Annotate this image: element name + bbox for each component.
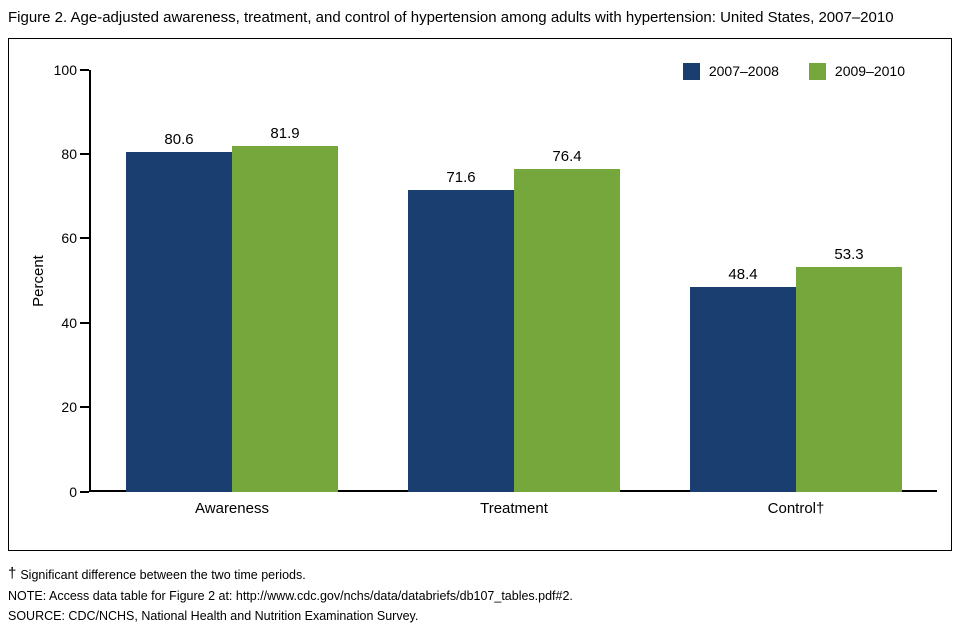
bar-value-label: 48.4	[728, 266, 758, 284]
bar-wrap: 76.4	[514, 70, 620, 492]
bar	[408, 189, 514, 492]
y-tick-mark	[80, 153, 89, 156]
bar	[796, 266, 902, 492]
bar-group: 71.6 76.4	[408, 70, 620, 492]
legend-swatch	[808, 62, 826, 80]
y-tick-mark	[80, 237, 89, 240]
bar-group: 80.6 81.9	[126, 70, 338, 492]
bar-value-label: 80.6	[164, 130, 194, 148]
bar	[126, 151, 232, 492]
y-tick-mark	[80, 406, 89, 409]
bar-group: 48.4 53.3	[690, 70, 902, 492]
bar-groups: 80.6 81.9 71.6 76.4 48.4 53.3	[91, 70, 937, 492]
y-tick-label: 60	[61, 230, 77, 247]
y-tick-label: 0	[69, 483, 77, 500]
legend-item: 2009–2010	[808, 62, 905, 80]
bar-value-label: 76.4	[552, 148, 582, 166]
footnotes: † Significant difference between the two …	[8, 562, 960, 626]
footnote-significance: † Significant difference between the two …	[8, 562, 960, 586]
bar-wrap: 71.6	[408, 70, 514, 492]
bar-wrap: 48.4	[690, 70, 796, 492]
y-tick-label: 20	[61, 399, 77, 416]
bar-wrap: 53.3	[796, 70, 902, 492]
x-axis-category-label: Treatment	[480, 499, 548, 517]
y-tick-label: 80	[61, 146, 77, 163]
bar-value-label: 53.3	[834, 245, 864, 263]
legend-item: 2007–2008	[682, 62, 779, 80]
y-tick-mark	[80, 68, 89, 71]
legend-label: 2007–2008	[708, 63, 779, 80]
footnote-significance-text: Significant difference between the two t…	[20, 567, 306, 582]
footnote-source: SOURCE: CDC/NCHS, National Health and Nu…	[8, 608, 419, 623]
bar-value-label: 71.6	[446, 168, 476, 186]
x-axis-category-label: Control†	[767, 499, 825, 517]
bar	[232, 146, 338, 492]
y-tick-label: 40	[61, 314, 77, 331]
bar	[514, 169, 620, 492]
bar-wrap: 81.9	[232, 70, 338, 492]
y-axis-label: Percent	[30, 254, 47, 307]
figure-title: Figure 2. Age-adjusted awareness, treatm…	[8, 9, 894, 26]
legend: 2007–2008 2009–2010	[682, 62, 905, 80]
bar	[690, 287, 796, 492]
y-tick-label: 100	[53, 61, 77, 78]
bar-value-label: 81.9	[270, 125, 300, 143]
legend-swatch	[682, 62, 700, 80]
y-tick-mark	[80, 490, 89, 493]
x-axis-labels: Awareness Treatment Control†	[91, 500, 937, 517]
y-tick-mark	[80, 321, 89, 324]
footnote-note: NOTE: Access data table for Figure 2 at:…	[8, 588, 573, 603]
legend-label: 2009–2010	[834, 63, 905, 80]
chart-container: 2007–2008 2009–2010 Percent 0 20 40 60 80 100 …	[8, 37, 952, 551]
bar-wrap: 80.6	[126, 70, 232, 492]
dagger-symbol: †	[8, 564, 17, 582]
x-axis-category-label: Awareness	[195, 499, 269, 517]
